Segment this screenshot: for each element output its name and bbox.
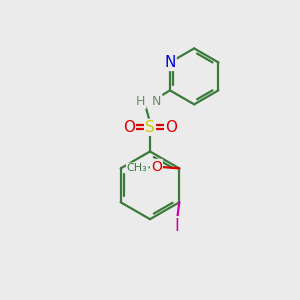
- Text: I: I: [175, 218, 179, 236]
- Text: O: O: [123, 120, 135, 135]
- Text: N: N: [164, 55, 175, 70]
- Text: O: O: [151, 160, 162, 174]
- Text: N: N: [152, 95, 161, 108]
- Text: S: S: [145, 120, 155, 135]
- Text: CH₃: CH₃: [127, 164, 148, 173]
- Text: O: O: [165, 120, 177, 135]
- Text: H: H: [136, 95, 146, 108]
